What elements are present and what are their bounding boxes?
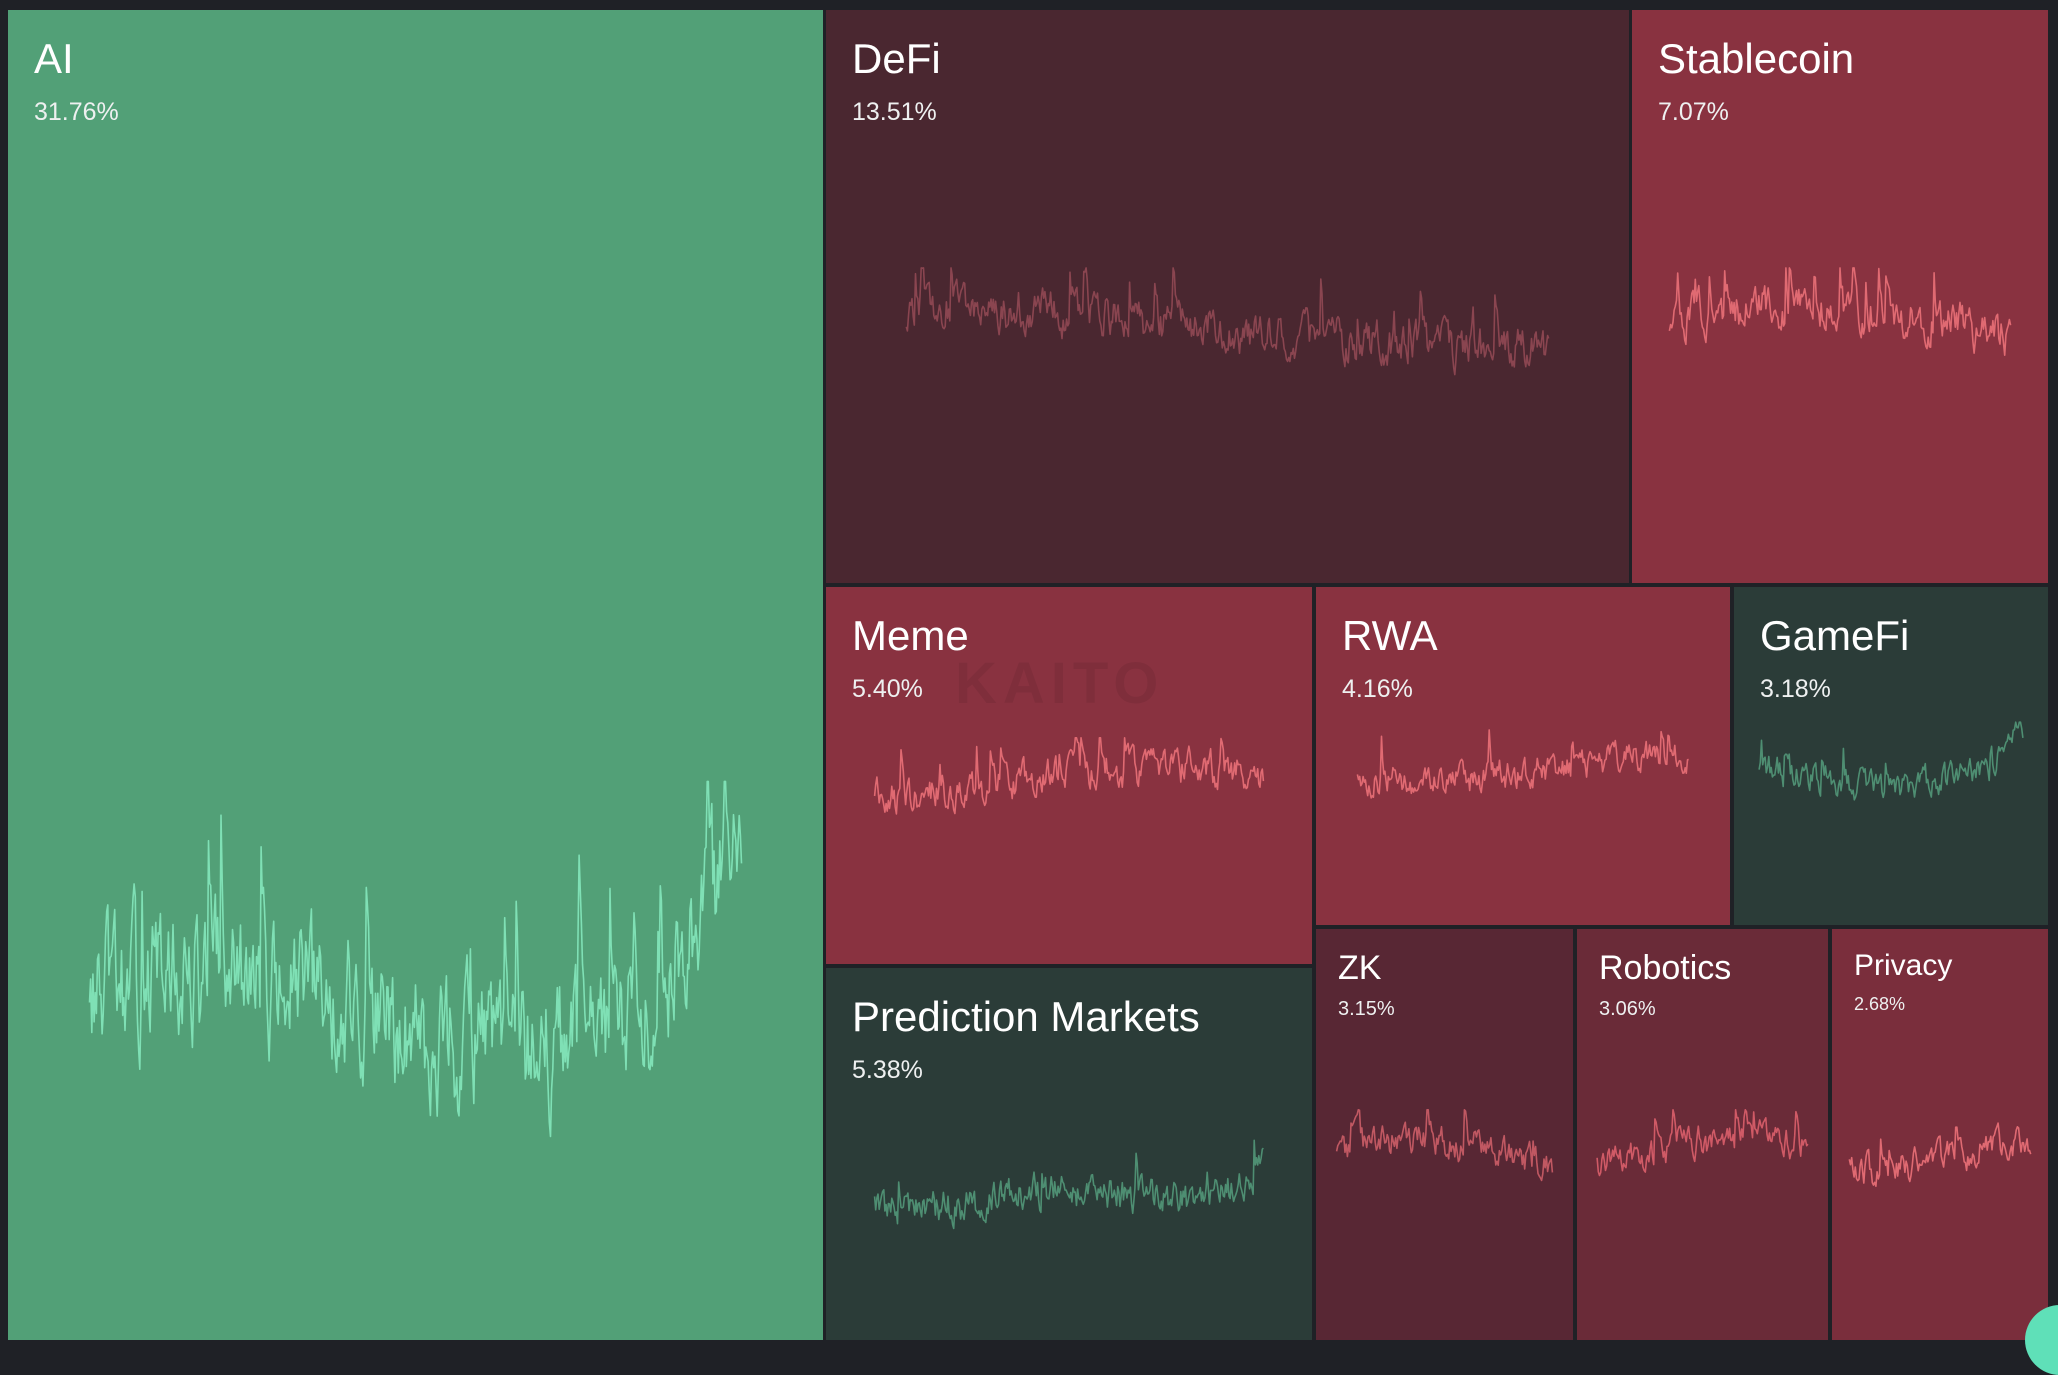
sparkline-privacy: [1848, 1122, 2032, 1187]
sparkline-robotics: [1596, 1109, 1809, 1177]
sparkline-path-defi: [905, 267, 1550, 376]
tile-stablecoin[interactable]: Stablecoin 7.07%: [1632, 10, 2048, 583]
tile-defi[interactable]: DeFi 13.51%: [826, 10, 1629, 583]
sparkline-path-gamefi: [1758, 721, 2024, 801]
sparkline-path-prediction-markets: [873, 1139, 1264, 1230]
tile-percent-gamefi: 3.18%: [1760, 675, 1831, 703]
tile-percent-prediction-markets: 5.38%: [852, 1056, 923, 1084]
sparkline-defi: [905, 267, 1550, 376]
tile-gamefi[interactable]: GameFi 3.18%: [1734, 587, 2048, 925]
tile-name-prediction-markets: Prediction Markets: [852, 993, 1200, 1040]
sparkline-rwa: [1356, 729, 1689, 799]
tile-meme[interactable]: Meme 5.40%: [826, 587, 1312, 964]
tile-name-privacy: Privacy: [1854, 949, 1953, 982]
sparkline-path-meme: [873, 737, 1265, 815]
sparkline-gamefi: [1758, 721, 2024, 801]
watermark: KAITO: [955, 651, 1165, 716]
tile-percent-privacy: 2.68%: [1854, 994, 1906, 1014]
tile-percent-meme: 5.40%: [852, 675, 923, 703]
sparkline-stablecoin: [1668, 267, 2012, 356]
sparkline-prediction-markets: [873, 1139, 1264, 1230]
tile-name-ai: AI: [34, 35, 74, 82]
tile-percent-zk: 3.15%: [1338, 998, 1395, 1020]
sparkline-path-zk: [1335, 1109, 1554, 1182]
tile-privacy[interactable]: Privacy 2.68%: [1832, 929, 2048, 1340]
tile-percent-defi: 13.51%: [852, 98, 937, 126]
tile-name-zk: ZK: [1338, 949, 1382, 987]
tile-zk[interactable]: ZK 3.15%: [1316, 929, 1573, 1340]
tile-percent-stablecoin: 7.07%: [1658, 98, 1729, 126]
sparkline-path-stablecoin: [1668, 267, 2012, 356]
tile-name-meme: Meme: [852, 612, 969, 659]
sparkline-meme: [873, 737, 1265, 815]
tile-percent-robotics: 3.06%: [1599, 998, 1656, 1020]
sparkline-ai: [88, 780, 743, 1138]
tile-ai[interactable]: AI 31.76%: [8, 10, 823, 1340]
sparkline-path-ai: [88, 780, 743, 1138]
sparkline-path-privacy: [1848, 1122, 2032, 1187]
tile-rwa[interactable]: RWA 4.16%: [1316, 587, 1730, 925]
tile-name-stablecoin: Stablecoin: [1658, 35, 1855, 82]
tile-name-robotics: Robotics: [1599, 949, 1732, 987]
tile-name-gamefi: GameFi: [1760, 612, 1910, 659]
tile-name-rwa: RWA: [1342, 612, 1438, 659]
tile-percent-rwa: 4.16%: [1342, 675, 1413, 703]
tile-name-defi: DeFi: [852, 35, 941, 82]
sparkline-path-rwa: [1356, 729, 1689, 799]
sparkline-path-robotics: [1596, 1109, 1809, 1177]
tile-robotics[interactable]: Robotics 3.06%: [1577, 929, 1828, 1340]
tile-percent-ai: 31.76%: [34, 98, 119, 126]
sparkline-zk: [1335, 1109, 1554, 1182]
tile-prediction-markets[interactable]: Prediction Markets 5.38%: [826, 968, 1312, 1340]
